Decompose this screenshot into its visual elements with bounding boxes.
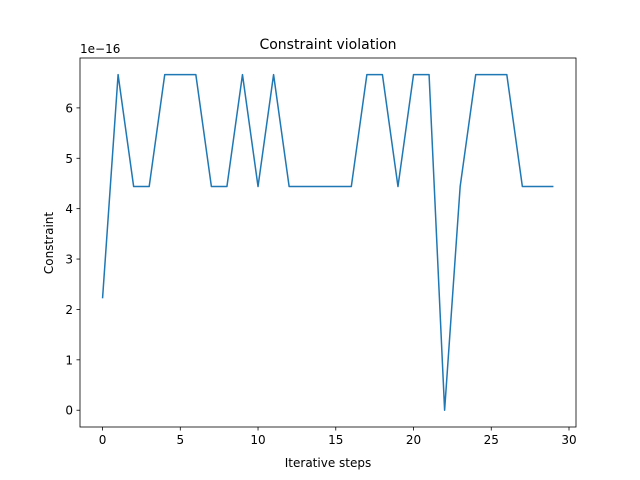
x-tick-label: 15: [328, 433, 343, 447]
series-line: [101, 73, 554, 411]
y-tick-label: 4: [65, 202, 73, 216]
y-tick-label: 2: [65, 303, 73, 317]
axes-frame: [79, 57, 577, 428]
x-tick-label: 10: [250, 433, 265, 447]
chart-title: Constraint violation: [259, 37, 396, 53]
y-tick-label: 6: [65, 101, 73, 115]
x-axis-label: Iterative steps: [285, 456, 371, 470]
y-axis-label: Constraint: [42, 212, 56, 275]
y-tick-label: 5: [65, 152, 73, 166]
x-tick-label: 0: [99, 433, 107, 447]
x-tick-label: 20: [406, 433, 421, 447]
plot-area: 0 5 10 15 20 25 30 0 1 2 3 4 5 6: [65, 57, 577, 447]
y-offset-text: 1e−16: [80, 42, 120, 56]
y-tick-label: 1: [65, 353, 73, 367]
x-tick-label: 25: [484, 433, 499, 447]
y-tick-label: 3: [65, 253, 73, 267]
x-tick-label: 5: [176, 433, 184, 447]
y-tick-label: 0: [65, 404, 73, 418]
x-tick-label: 30: [561, 433, 576, 447]
